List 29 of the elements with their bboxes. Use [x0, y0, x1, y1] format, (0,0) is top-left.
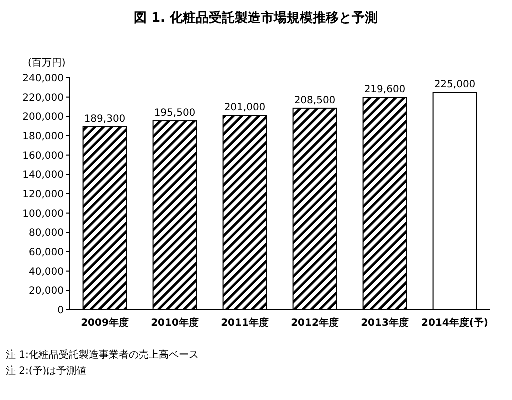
y-tick-label: 60,000 — [29, 248, 64, 258]
x-tick-label: 2010年度 — [151, 317, 199, 329]
data-label: 219,600 — [364, 84, 406, 96]
y-tick-label: 160,000 — [22, 150, 64, 162]
text: 注 2:(予)は予測値 — [6, 365, 87, 377]
x-tick-label: 2009年度 — [81, 317, 129, 329]
y-tick-label: 180,000 — [22, 132, 64, 142]
x-tick-label: 2014年度(予) — [422, 317, 488, 329]
data-label: 225,000 — [434, 80, 476, 90]
text: 注 1:化粧品受託製造事業者の売上高ベース — [6, 349, 199, 361]
y-tick-label: 120,000 — [22, 190, 64, 200]
y-tick-label: 140,000 — [22, 170, 64, 182]
chart-title: 図 1. 化粧品受託製造市場規模推移と予測 — [134, 10, 378, 26]
x-tick-label: 2013年度 — [361, 317, 409, 329]
y-tick-label: 220,000 — [22, 92, 64, 104]
x-tick-label: 2011年度 — [221, 317, 269, 329]
y-tick-label: 100,000 — [22, 208, 64, 220]
x-tick-label: 2012年度 — [291, 317, 339, 329]
y-axis-title: (百万円) — [28, 58, 66, 69]
y-tick-label: 240,000 — [22, 74, 64, 84]
y-tick-label: 20,000 — [29, 286, 64, 298]
data-label: 189,300 — [84, 114, 126, 126]
y-tick-label: 80,000 — [29, 228, 64, 240]
y-tick-label: 0 — [58, 306, 64, 316]
data-label: 201,000 — [224, 102, 266, 114]
y-tick-label: 40,000 — [29, 266, 64, 278]
y-tick-label: 200,000 — [22, 112, 64, 124]
data-label: 208,500 — [294, 95, 336, 106]
data-label: 195,500 — [154, 108, 196, 120]
